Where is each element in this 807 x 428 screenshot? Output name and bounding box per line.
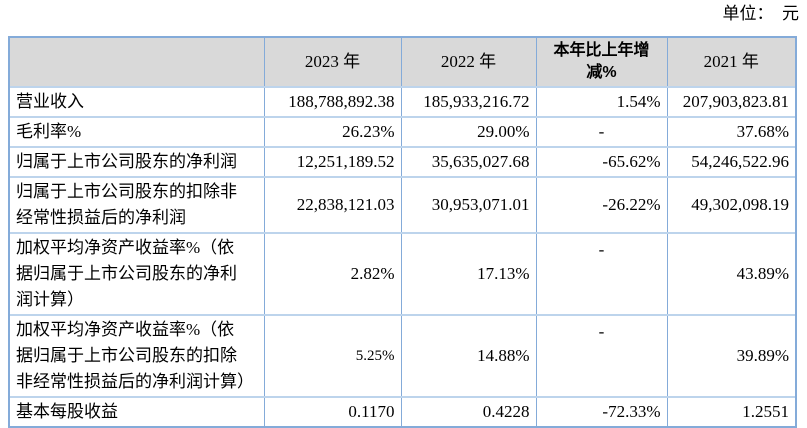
header-cell-2023: 2023 年 — [263, 38, 402, 88]
financial-summary-table-container: 2023 年 2022 年 本年比上年增减% 2021 年 营业收入 188,7… — [8, 36, 797, 428]
cell-value-2023: 5.25% — [263, 314, 402, 398]
table-row-weighted-avg-roe-excl-nonrecurring: 加权平均净资产收益率%（依据归属于上市公司股东的扣除非经常性损益后的净利润计算）… — [10, 314, 795, 398]
table-row-basic-eps: 基本每股收益 0.1170 0.4228 -72.33% 1.2551 — [10, 396, 795, 426]
row-label: 加权平均净资产收益率%（依据归属于上市公司股东的扣除非经常性损益后的净利润计算） — [10, 314, 265, 398]
row-label: 基本每股收益 — [10, 396, 265, 426]
cell-value-2022: 0.4228 — [400, 396, 537, 426]
cell-value-2022: 29.00% — [400, 116, 537, 148]
cell-value-2023: 2.82% — [263, 232, 402, 316]
cell-value-yoy: -65.62% — [535, 146, 668, 178]
cell-value-2021: 49,302,098.19 — [666, 176, 795, 234]
cell-value-2021: 207,903,823.81 — [666, 86, 795, 118]
cell-value-2023: 26.23% — [263, 116, 402, 148]
cell-value-2023: 0.1170 — [263, 396, 402, 426]
header-cell-yoy-change: 本年比上年增减% — [535, 38, 668, 88]
cell-value-2022: 185,933,216.72 — [400, 86, 537, 118]
cell-value-2023: 188,788,892.38 — [263, 86, 402, 118]
cell-value-2023: 12,251,189.52 — [263, 146, 402, 178]
header-row: 2023 年 2022 年 本年比上年增减% 2021 年 — [10, 38, 795, 88]
cell-value-2021: 37.68% — [666, 116, 795, 148]
table-row-operating-revenue: 营业收入 188,788,892.38 185,933,216.72 1.54%… — [10, 86, 795, 118]
header-cell-2022: 2022 年 — [400, 38, 537, 88]
table-row-gross-margin: 毛利率% 26.23% 29.00% - 37.68% — [10, 116, 795, 148]
header-cell-blank — [10, 38, 265, 88]
row-label: 毛利率% — [10, 116, 265, 148]
cell-value-2021: 54,246,522.96 — [666, 146, 795, 178]
financial-summary-table: 2023 年 2022 年 本年比上年增减% 2021 年 营业收入 188,7… — [10, 38, 795, 426]
row-label: 营业收入 — [10, 86, 265, 118]
row-label: 归属于上市公司股东的扣除非经常性损益后的净利润 — [10, 176, 265, 234]
cell-value-2022: 30,953,071.01 — [400, 176, 537, 234]
cell-value-yoy: - — [535, 116, 668, 148]
cell-value-2021: 39.89% — [666, 314, 795, 398]
row-label: 加权平均净资产收益率%（依据归属于上市公司股东的净利润计算） — [10, 232, 265, 316]
cell-value-2022: 14.88% — [400, 314, 537, 398]
cell-value-2021: 1.2551 — [666, 396, 795, 426]
table-row-net-profit-attributable: 归属于上市公司股东的净利润 12,251,189.52 35,635,027.6… — [10, 146, 795, 178]
header-cell-2021: 2021 年 — [666, 38, 795, 88]
cell-value-yoy: - — [535, 314, 668, 398]
cell-value-2021: 43.89% — [666, 232, 795, 316]
cell-value-2022: 35,635,027.68 — [400, 146, 537, 178]
cell-value-yoy: 1.54% — [535, 86, 668, 118]
cell-value-2022: 17.13% — [400, 232, 537, 316]
table-row-net-profit-excl-nonrecurring: 归属于上市公司股东的扣除非经常性损益后的净利润 22,838,121.03 30… — [10, 176, 795, 234]
cell-value-2023: 22,838,121.03 — [263, 176, 402, 234]
row-label: 归属于上市公司股东的净利润 — [10, 146, 265, 178]
cell-value-yoy: - — [535, 232, 668, 316]
cell-value-yoy: -26.22% — [535, 176, 668, 234]
cell-value-yoy: -72.33% — [535, 396, 668, 426]
table-row-weighted-avg-roe: 加权平均净资产收益率%（依据归属于上市公司股东的净利润计算） 2.82% 17.… — [10, 232, 795, 316]
unit-label: 单位： 元 — [722, 4, 800, 23]
